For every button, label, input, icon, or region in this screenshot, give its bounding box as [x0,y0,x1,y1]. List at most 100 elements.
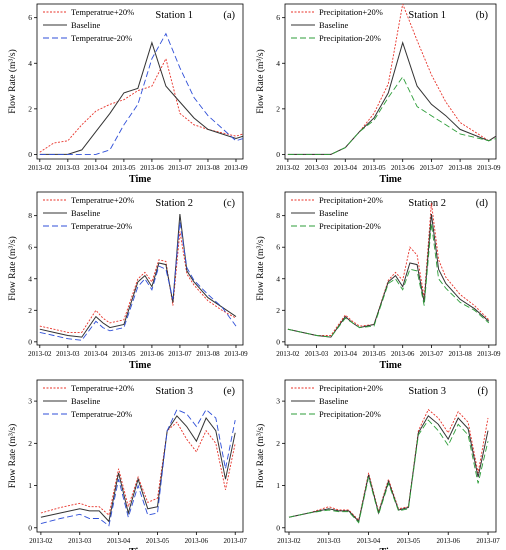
legend-label-3: Precipitation-20% [319,409,381,419]
y-axis-label: Flow Rate (m³/s) [255,236,266,301]
series-line-1 [287,202,490,336]
x-tick-label: 2013-05 [362,164,386,172]
station-title: Station 1 [408,10,446,21]
series-line-3 [287,223,490,338]
x-tick-label: 2013-09 [224,164,248,172]
series-line-1 [40,421,236,516]
y-tick-label: 4 [276,274,280,283]
y-tick-label: 0 [28,150,32,159]
y-tick-label: 3 [28,397,32,406]
y-tick-label: 6 [276,13,280,22]
y-tick-label: 0 [276,150,280,159]
series-line-1 [288,408,489,522]
series-line-2 [288,415,489,523]
plot-frame [36,3,244,160]
station-title: Station 1 [155,10,193,21]
legend-label-3: Temperatrue-20% [71,409,132,419]
legend-label-1: Precipitation+20% [319,7,383,17]
legend-label-2: Baseline [71,208,100,218]
series-line-3 [287,76,496,155]
y-tick-label: 2 [276,306,280,315]
x-tick-label: 2013-05 [146,537,170,545]
x-tick-label: 2013-08 [448,164,472,172]
x-tick-label: 2013-08 [196,350,220,358]
y-tick-label: 0 [28,523,32,532]
y-tick-label: 2 [276,104,280,113]
y-tick-label: 6 [28,13,32,22]
y-tick-label: 2 [28,306,32,315]
x-tick-label: 2013-03 [56,164,80,172]
x-tick-label: 2013-06 [140,350,164,358]
x-tick-label: 2013-06 [140,164,164,172]
chart-panel-4: 0 2 4 6 8 2013-02 2013-03 2013-04 2013-05 2013-06… [255,191,501,371]
plot-frame [284,379,497,533]
panel-label: (e) [223,386,235,397]
legend-label-2: Baseline [71,396,100,406]
legend-label-2: Baseline [319,396,348,406]
legend-label-1: Precipitation+20% [319,195,383,205]
panel-label: (f) [478,386,489,397]
series-line-2 [39,214,237,338]
station-title: Station 3 [155,386,193,397]
y-tick-label: 2 [28,439,32,448]
panel-label: (b) [476,10,489,21]
x-axis-label: Time [129,360,152,371]
chart-panel-2: 0 2 4 6 2013-02 2013-03 2013-04 2013-05 2013-06 2… [255,3,501,185]
plot-frame [36,379,244,533]
series-line-2 [40,415,236,523]
y-tick-label: 4 [28,59,32,68]
x-axis-label: Time [379,547,402,550]
panel-label: (a) [223,10,235,21]
x-tick-label: 2013-09 [477,164,501,172]
y-tick-label: 2 [28,104,32,113]
y-tick-label: 0 [276,523,280,532]
y-tick-label: 1 [276,481,280,490]
legend-label-2: Baseline [319,208,348,218]
legend-label-3: Precipitation-20% [319,221,381,231]
x-tick-label: 2013-07 [168,164,192,172]
plot-frame [284,3,497,160]
y-axis-label: Flow Rate (m³/s) [7,49,18,114]
x-tick-label: 2013-04 [357,537,381,545]
x-tick-label: 2013-04 [84,164,108,172]
plot-frame [284,191,497,346]
series-line-3 [39,221,237,341]
y-tick-label: 0 [28,337,32,346]
chart-panel-1: 0 2 4 6 2013-02 2013-03 2013-04 2013-05 2013-06 2… [7,3,248,185]
y-tick-label: 2 [276,439,280,448]
chart-panel-6: 0 1 2 3 2013-02 2013-03 2013-04 2013-05 2013-06 2… [255,379,500,550]
x-tick-label: 2013-04 [334,350,358,358]
x-tick-label: 2013-04 [107,537,131,545]
series-line-2 [39,41,243,155]
chart-panel-5: 0 1 2 3 2013-02 2013-03 2013-04 2013-05 2013-06 2… [7,379,248,550]
series-line-1 [39,231,237,333]
plot-frame [36,191,244,346]
y-tick-label: 0 [276,337,280,346]
x-tick-label: 2013-07 [168,350,192,358]
x-tick-label: 2013-02 [276,350,300,358]
y-axis-label: Flow Rate (m³/s) [7,236,18,301]
x-tick-label: 2013-03 [317,537,341,545]
x-tick-label: 2013-02 [277,537,301,545]
legend-label-3: Temperatrue-20% [71,221,132,231]
y-tick-label: 1 [28,481,32,490]
legend-label-1: Precipitation+20% [319,383,383,393]
x-tick-label: 2013-03 [56,350,80,358]
y-tick-label: 6 [276,243,280,252]
station-title: Station 3 [408,386,446,397]
x-tick-label: 2013-07 [420,350,444,358]
series-line-3 [288,419,489,524]
x-tick-label: 2013-07 [224,537,248,545]
x-tick-label: 2013-04 [334,164,358,172]
series-line-2 [287,214,490,338]
legend-label-1: Temperatrue+20% [71,195,134,205]
x-tick-label: 2013-03 [305,350,329,358]
x-tick-label: 2013-03 [68,537,92,545]
x-tick-label: 2013-09 [224,350,248,358]
legend-label-3: Temperatrue-20% [71,33,132,43]
y-axis-label: Flow Rate (m³/s) [255,49,266,114]
legend-label-2: Baseline [71,20,100,30]
x-axis-label: Time [129,174,152,185]
series-line-2 [287,41,496,155]
x-tick-label: 2013-05 [112,350,136,358]
